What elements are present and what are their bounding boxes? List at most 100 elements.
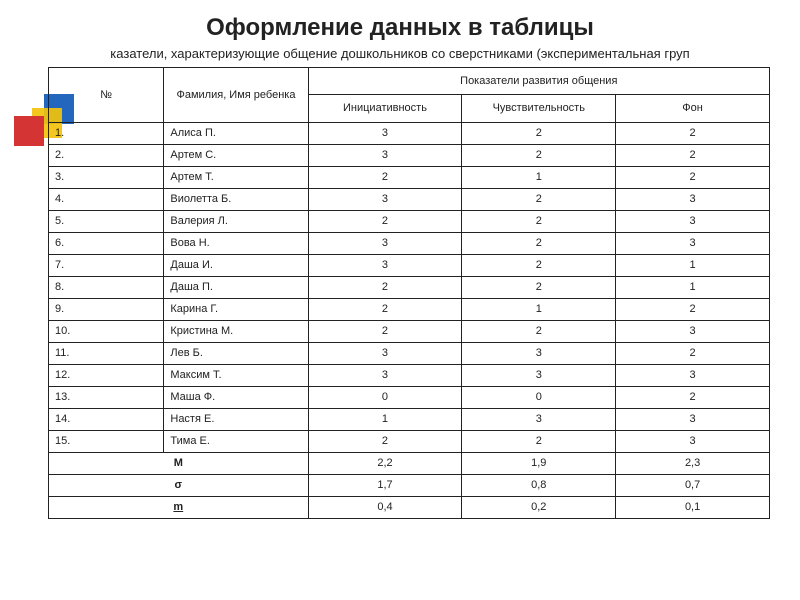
cell-v3: 3 xyxy=(616,232,770,254)
cell-v2: 2 xyxy=(462,320,616,342)
cell-name: Настя Е. xyxy=(164,408,308,430)
cell-name: Валерия Л. xyxy=(164,210,308,232)
cell-v3: 2 xyxy=(616,166,770,188)
cell-v3: 2 xyxy=(616,298,770,320)
data-table-wrap: № Фамилия, Имя ребенка Показатели развит… xyxy=(48,67,770,519)
table-row: 14.Настя Е.133 xyxy=(49,408,770,430)
cell-v2: 2 xyxy=(462,430,616,452)
table-row: 6.Вова Н.323 xyxy=(49,232,770,254)
cell-v3: 2 xyxy=(616,144,770,166)
cell-v2: 3 xyxy=(462,364,616,386)
cell-v2: 1 xyxy=(462,166,616,188)
cell-num: 10. xyxy=(49,320,164,342)
table-row: 12.Максим Т.333 xyxy=(49,364,770,386)
cell-v1: 2 xyxy=(308,166,462,188)
summary-v1: 2,2 xyxy=(308,452,462,474)
cell-v1: 3 xyxy=(308,254,462,276)
table-row: 5.Валерия Л.223 xyxy=(49,210,770,232)
cell-num: 7. xyxy=(49,254,164,276)
th-c1: Инициативность xyxy=(308,95,462,122)
cell-v3: 3 xyxy=(616,210,770,232)
cell-name: Вова Н. xyxy=(164,232,308,254)
cell-name: Даша П. xyxy=(164,276,308,298)
cell-v3: 3 xyxy=(616,430,770,452)
cell-num: 11. xyxy=(49,342,164,364)
cell-v3: 2 xyxy=(616,122,770,144)
cell-name: Виолетта Б. xyxy=(164,188,308,210)
cell-v3: 3 xyxy=(616,188,770,210)
cell-num: 4. xyxy=(49,188,164,210)
table-head: № Фамилия, Имя ребенка Показатели развит… xyxy=(49,68,770,123)
summary-label: m xyxy=(49,496,309,518)
table-row: 10.Кристина М.223 xyxy=(49,320,770,342)
cell-v2: 3 xyxy=(462,408,616,430)
summary-v3: 0,7 xyxy=(616,474,770,496)
summary-row: M2,21,92,3 xyxy=(49,452,770,474)
cell-v2: 2 xyxy=(462,232,616,254)
cell-v2: 2 xyxy=(462,188,616,210)
th-c3: Фон xyxy=(616,95,770,122)
cell-v3: 3 xyxy=(616,408,770,430)
cell-num: 12. xyxy=(49,364,164,386)
page-subtitle: казатели, характеризующие общение дошкол… xyxy=(0,46,800,67)
summary-v3: 0,1 xyxy=(616,496,770,518)
summary-v1: 0,4 xyxy=(308,496,462,518)
red-block xyxy=(14,116,44,146)
cell-v2: 2 xyxy=(462,144,616,166)
cell-v1: 0 xyxy=(308,386,462,408)
summary-row: σ1,70,80,7 xyxy=(49,474,770,496)
cell-name: Максим Т. xyxy=(164,364,308,386)
cell-num: 9. xyxy=(49,298,164,320)
cell-name: Артем Т. xyxy=(164,166,308,188)
cell-v2: 0 xyxy=(462,386,616,408)
cell-v3: 2 xyxy=(616,342,770,364)
cell-num: 3. xyxy=(49,166,164,188)
summary-row: m0,40,20,1 xyxy=(49,496,770,518)
th-c2: Чувствительность xyxy=(462,95,616,122)
table-row: 2.Артем С.322 xyxy=(49,144,770,166)
table-row: 8.Даша П.221 xyxy=(49,276,770,298)
summary-label: σ xyxy=(49,474,309,496)
cell-v1: 3 xyxy=(308,342,462,364)
cell-v3: 1 xyxy=(616,276,770,298)
cell-num: 13. xyxy=(49,386,164,408)
cell-num: 15. xyxy=(49,430,164,452)
table-row: 3.Артем Т.212 xyxy=(49,166,770,188)
cell-v3: 2 xyxy=(616,386,770,408)
cell-v3: 1 xyxy=(616,254,770,276)
th-name: Фамилия, Имя ребенка xyxy=(164,68,308,123)
data-table: № Фамилия, Имя ребенка Показатели развит… xyxy=(48,67,770,519)
cell-v2: 2 xyxy=(462,254,616,276)
cell-num: 14. xyxy=(49,408,164,430)
cell-v2: 1 xyxy=(462,298,616,320)
cell-v1: 3 xyxy=(308,144,462,166)
cell-v3: 3 xyxy=(616,364,770,386)
cell-v1: 3 xyxy=(308,188,462,210)
table-row: 1.Алиса П.322 xyxy=(49,122,770,144)
summary-v2: 0,8 xyxy=(462,474,616,496)
th-group: Показатели развития общения xyxy=(308,68,769,95)
summary-v2: 0,2 xyxy=(462,496,616,518)
cell-v1: 1 xyxy=(308,408,462,430)
cell-name: Карина Г. xyxy=(164,298,308,320)
cell-num: 1. xyxy=(49,122,164,144)
cell-name: Тима Е. xyxy=(164,430,308,452)
summary-v2: 1,9 xyxy=(462,452,616,474)
table-row: 4.Виолетта Б.323 xyxy=(49,188,770,210)
cell-v1: 3 xyxy=(308,232,462,254)
summary-v3: 2,3 xyxy=(616,452,770,474)
cell-num: 5. xyxy=(49,210,164,232)
cell-num: 2. xyxy=(49,144,164,166)
cell-v1: 3 xyxy=(308,364,462,386)
cell-num: 6. xyxy=(49,232,164,254)
cell-v2: 2 xyxy=(462,210,616,232)
table-row: 11.Лев Б.332 xyxy=(49,342,770,364)
cell-name: Алиса П. xyxy=(164,122,308,144)
cell-v1: 3 xyxy=(308,122,462,144)
cell-name: Артем С. xyxy=(164,144,308,166)
cell-name: Маша Ф. xyxy=(164,386,308,408)
cell-name: Лев Б. xyxy=(164,342,308,364)
cell-num: 8. xyxy=(49,276,164,298)
th-num: № xyxy=(49,68,164,123)
cell-v1: 2 xyxy=(308,320,462,342)
